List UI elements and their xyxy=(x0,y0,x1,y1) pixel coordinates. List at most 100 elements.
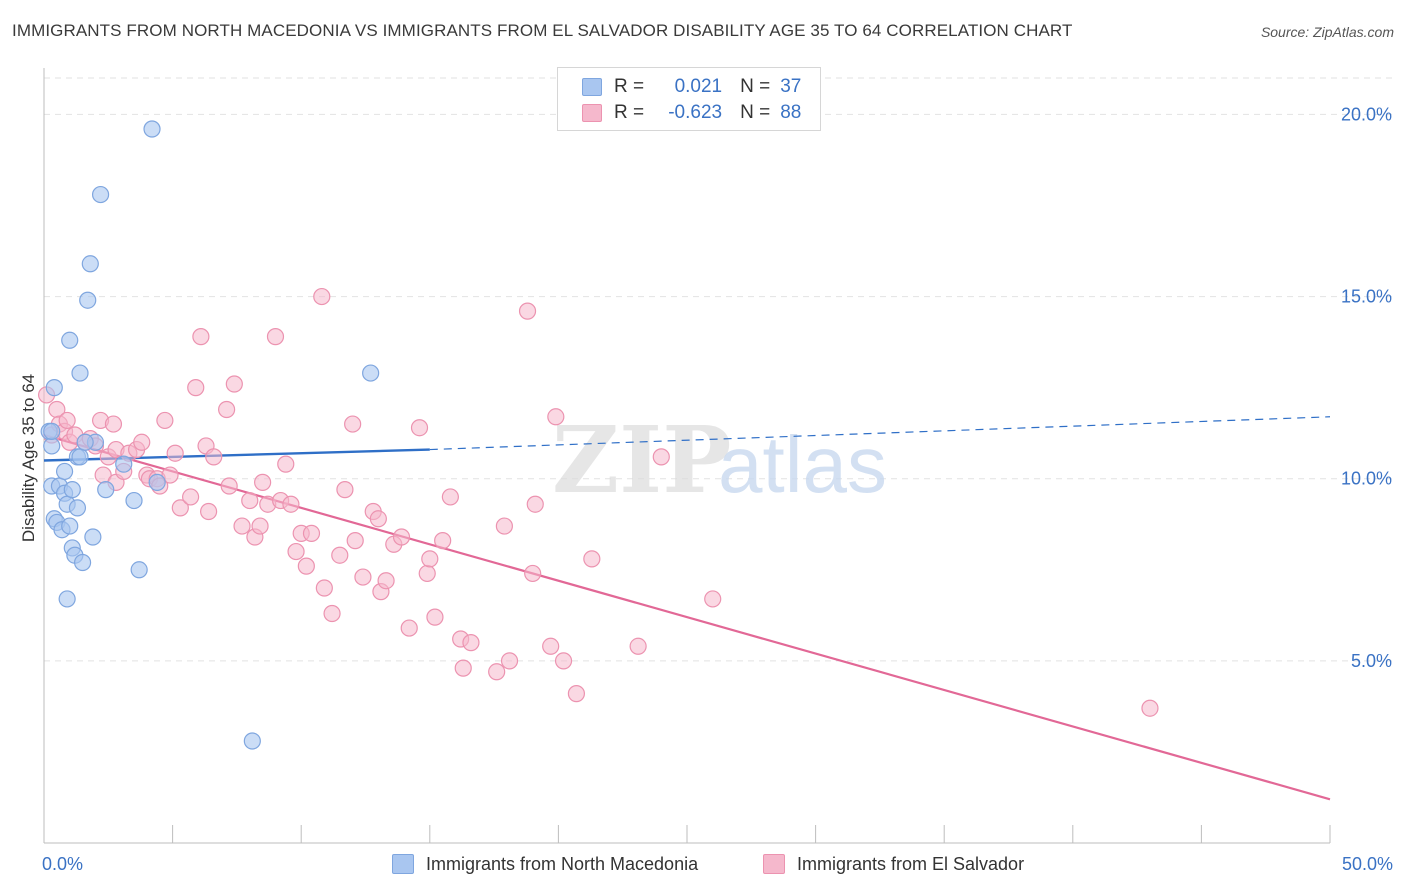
north-macedonia-point xyxy=(91,185,110,204)
el-salvador-point xyxy=(526,495,544,513)
legend-n-value: 37 xyxy=(780,76,802,97)
north-macedonia-point xyxy=(71,364,89,382)
north-macedonia-point xyxy=(97,481,115,499)
north-macedonia-point xyxy=(45,379,63,397)
north-macedonia-point xyxy=(55,462,74,481)
legend-row-el-salvador: R = -0.623 N = 88 xyxy=(582,102,801,124)
north-macedonia-point xyxy=(68,499,87,517)
el-salvador-point xyxy=(1141,699,1159,717)
el-salvador-point xyxy=(421,550,439,568)
y-tick-label: 10.0% xyxy=(1341,469,1392,489)
el-salvador-point xyxy=(567,685,586,703)
north-macedonia-point xyxy=(243,732,261,750)
el-salvador-point xyxy=(166,444,184,462)
y-tick-label: 20.0% xyxy=(1341,104,1392,124)
watermark-atlas: atlas xyxy=(718,420,887,509)
north-macedonia-point xyxy=(125,491,143,510)
legend-r-label: R = xyxy=(614,76,645,97)
north-macedonia-point xyxy=(362,364,380,382)
el-salvador-point xyxy=(441,488,459,506)
el-salvador-point xyxy=(323,604,341,623)
el-salvador-point xyxy=(315,579,333,597)
el-salvador-point xyxy=(336,481,354,499)
el-salvador-point xyxy=(454,659,472,677)
y-axis-label: Disability Age 35 to 64 xyxy=(19,374,38,542)
el-salvador-trend-line xyxy=(43,433,1331,801)
el-salvador-point xyxy=(495,517,513,535)
north-macedonia-point xyxy=(61,331,79,349)
chart-title: IMMIGRANTS FROM NORTH MACEDONIA VS IMMIG… xyxy=(12,21,1073,40)
north-macedonia-trend-extension xyxy=(429,416,1331,451)
el-salvador-point xyxy=(233,517,251,535)
north-macedonia-point xyxy=(148,473,166,491)
el-salvador-point xyxy=(313,287,331,306)
y-tick-label: 5.0% xyxy=(1351,651,1392,671)
el-salvador-point xyxy=(410,419,429,437)
y-tick-label: 15.0% xyxy=(1341,287,1392,307)
el-salvador-point xyxy=(302,524,321,542)
north-macedonia-point xyxy=(61,517,79,535)
legend-n-label: N = xyxy=(740,76,771,97)
x-tick-label: 0.0% xyxy=(42,854,83,874)
el-salvador-point xyxy=(434,532,452,550)
el-salvador-point xyxy=(629,637,647,655)
bottom-legend-el-salvador: Immigrants from El Salvador xyxy=(763,852,1024,876)
blue-swatch-icon xyxy=(582,78,602,96)
el-salvador-point xyxy=(488,663,506,681)
el-salvador-point xyxy=(400,619,418,637)
grid-lines xyxy=(44,77,1392,662)
el-salvador-point xyxy=(205,448,223,466)
series-el-salvador-points xyxy=(37,287,1159,717)
pink-swatch-icon xyxy=(763,854,785,874)
el-salvador-point xyxy=(344,415,362,433)
el-salvador-point xyxy=(187,379,205,397)
legend-row-north-macedonia: R = 0.021 N = 37 xyxy=(582,76,801,98)
el-salvador-point xyxy=(297,557,315,575)
el-salvador-point xyxy=(462,634,480,652)
blue-swatch-icon xyxy=(392,854,414,874)
el-salvador-point xyxy=(554,652,573,670)
el-salvador-point xyxy=(251,517,269,535)
el-salvador-point xyxy=(524,564,542,583)
north-macedonia-point xyxy=(43,437,61,455)
legend-r-label: R = xyxy=(614,102,645,123)
north-macedonia-point xyxy=(81,255,99,273)
el-salvador-point xyxy=(58,411,76,430)
el-salvador-point xyxy=(331,546,349,564)
north-macedonia-point xyxy=(71,448,89,466)
north-macedonia-point xyxy=(58,590,76,608)
watermark-zip: ZIP xyxy=(552,406,731,514)
el-salvador-point xyxy=(200,502,218,521)
tick-labels: 5.0% 10.0% 15.0% 20.0% 0.0% 50.0% xyxy=(42,104,1393,874)
el-salvador-point xyxy=(369,510,387,528)
pink-swatch-icon xyxy=(582,104,602,122)
north-macedonia-point xyxy=(63,481,81,499)
el-salvador-point xyxy=(266,328,285,346)
el-salvador-point xyxy=(500,652,519,670)
north-macedonia-point xyxy=(130,561,148,579)
el-salvador-point xyxy=(392,528,411,546)
el-salvador-point xyxy=(583,550,601,568)
el-salvador-point xyxy=(218,400,236,419)
x-tick-label: 50.0% xyxy=(1342,854,1393,874)
el-salvador-point xyxy=(171,499,189,517)
el-salvador-point xyxy=(182,488,200,506)
north-macedonia-point xyxy=(143,120,161,138)
el-salvador-point xyxy=(225,375,243,393)
source-credit: Source: ZipAtlas.com xyxy=(1260,24,1394,40)
bottom-legend-label: Immigrants from North Macedonia xyxy=(426,853,699,874)
el-salvador-point xyxy=(156,411,174,430)
north-macedonia-point xyxy=(43,422,61,440)
legend-r-value: 0.021 xyxy=(674,76,723,97)
el-salvador-point xyxy=(354,568,372,586)
correlation-legend: R = 0.021 N = 37 R = -0.623 N = 88 xyxy=(557,67,821,131)
el-salvador-point xyxy=(161,466,179,484)
el-salvador-point xyxy=(418,564,436,583)
el-salvador-point xyxy=(133,433,151,451)
north-macedonia-point xyxy=(76,433,94,451)
el-salvador-point xyxy=(220,477,238,495)
el-salvador-point xyxy=(346,532,364,550)
north-macedonia-point xyxy=(115,455,133,473)
el-salvador-point xyxy=(542,637,560,655)
